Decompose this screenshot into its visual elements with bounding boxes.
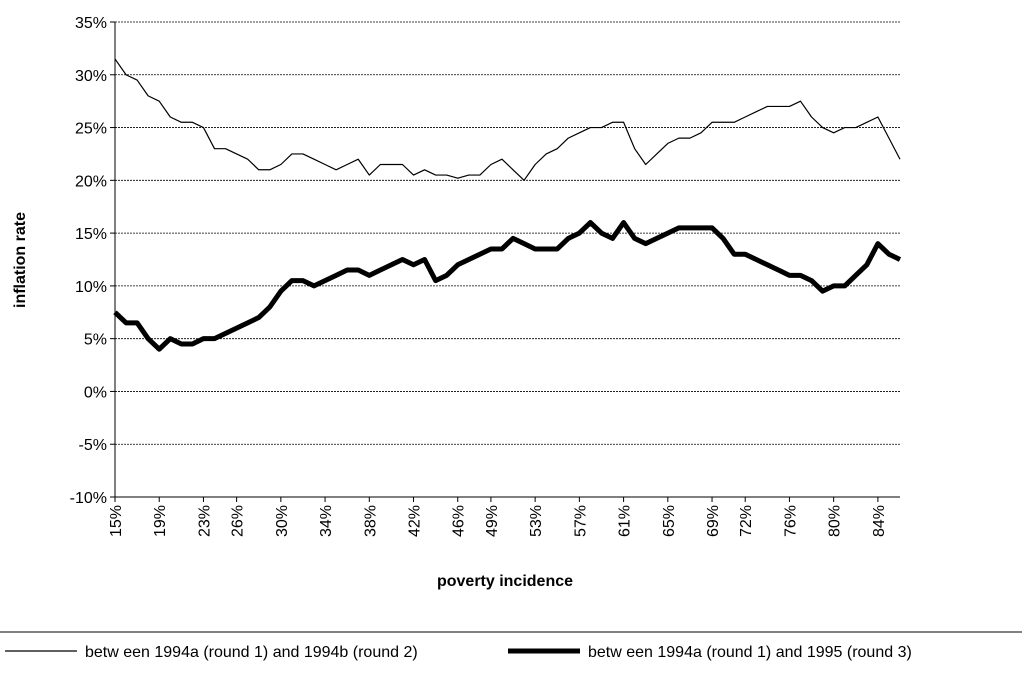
x-tick-label: 65% bbox=[661, 505, 678, 537]
x-axis-title: poverty incidence bbox=[437, 573, 573, 590]
x-tick-label: 69% bbox=[705, 505, 722, 537]
x-tick-label: 34% bbox=[318, 505, 335, 537]
x-tick-label: 46% bbox=[451, 505, 468, 537]
y-tick-label: 15% bbox=[75, 226, 107, 243]
legend-label: betw een 1994a (round 1) and 1994b (roun… bbox=[85, 644, 418, 661]
x-tick-label: 61% bbox=[617, 505, 634, 537]
x-tick-label: 76% bbox=[782, 505, 799, 537]
line-series bbox=[114, 58, 901, 181]
x-tick-label: 26% bbox=[230, 505, 247, 537]
line-series bbox=[113, 220, 902, 352]
x-tick-label: 38% bbox=[362, 505, 379, 537]
y-tick-label: 35% bbox=[75, 15, 107, 32]
x-tick-label: 53% bbox=[528, 505, 545, 537]
x-tick-label: 84% bbox=[871, 505, 888, 537]
y-tick-label: 20% bbox=[75, 173, 107, 190]
x-tick-label: 23% bbox=[196, 505, 213, 537]
y-axis-title: inflation rate bbox=[12, 212, 29, 308]
legend-label: betw een 1994a (round 1) and 1995 (round… bbox=[588, 644, 912, 661]
x-tick-label: 49% bbox=[484, 505, 501, 537]
y-tick-label: -10% bbox=[70, 490, 107, 507]
x-tick-label: 72% bbox=[738, 505, 755, 537]
x-tick-label: 19% bbox=[152, 505, 169, 537]
x-tick-label: 57% bbox=[572, 505, 589, 537]
y-tick-label: -5% bbox=[79, 437, 107, 454]
x-tick-label: 30% bbox=[274, 505, 291, 537]
y-tick-label: 25% bbox=[75, 121, 107, 138]
x-tick-label: 42% bbox=[407, 505, 424, 537]
x-tick-label: 80% bbox=[827, 505, 844, 537]
x-tick-label: 15% bbox=[108, 505, 125, 537]
y-tick-label: 10% bbox=[75, 279, 107, 296]
y-tick-label: 0% bbox=[84, 384, 107, 401]
y-tick-label: 5% bbox=[84, 332, 107, 349]
y-tick-label: 30% bbox=[75, 68, 107, 85]
